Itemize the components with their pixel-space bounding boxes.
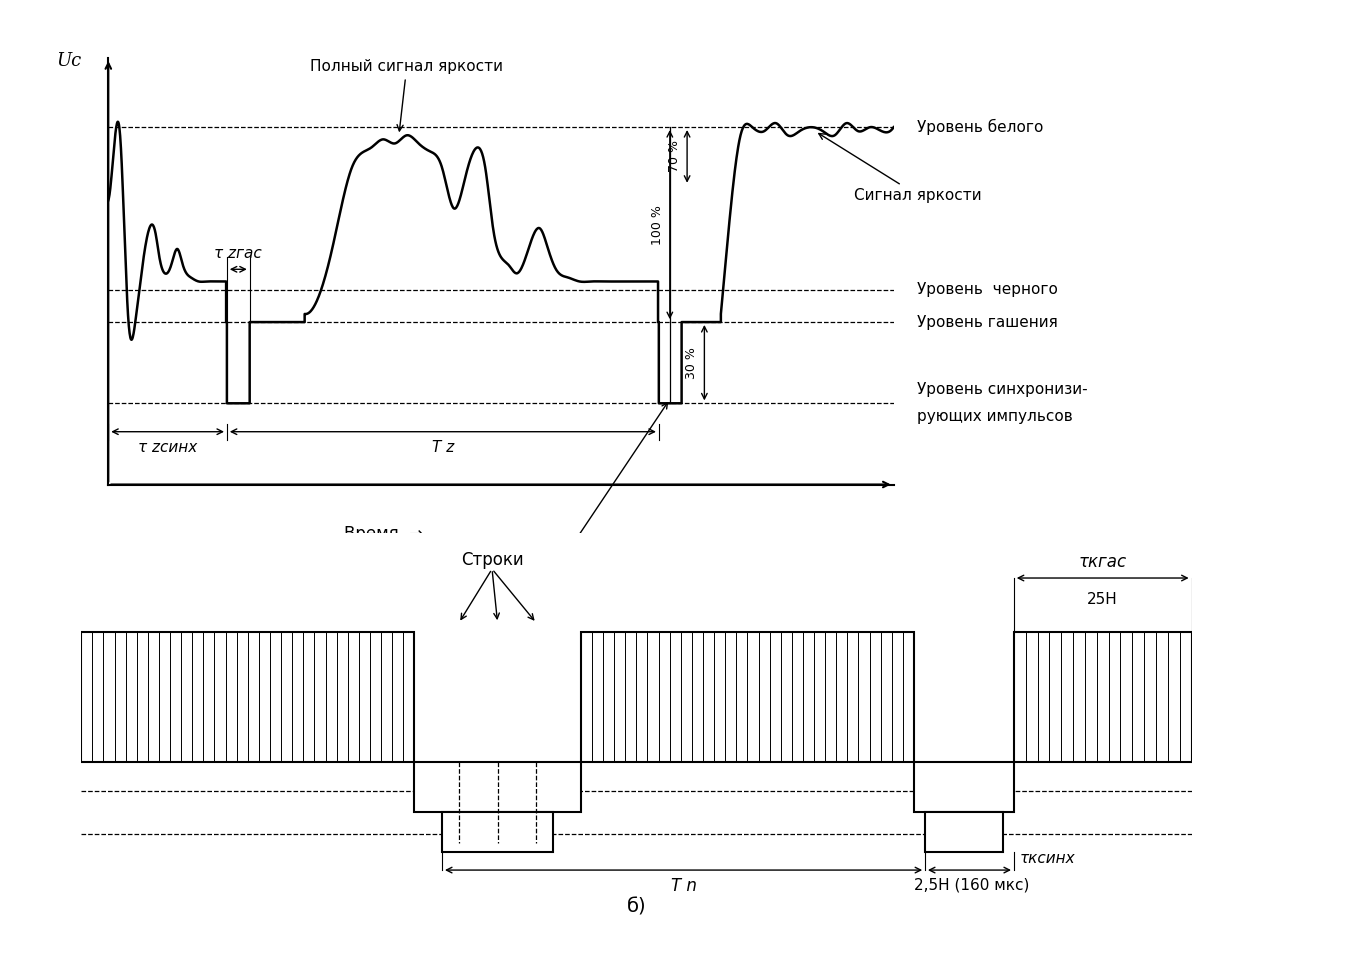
- Text: 2,5H (160 мкс): 2,5H (160 мкс): [914, 877, 1029, 892]
- Bar: [581, 632, 914, 762]
- Text: Уровень  черного: Уровень черного: [917, 282, 1057, 297]
- Bar: [81, 632, 414, 762]
- Text: 100 %: 100 %: [650, 204, 663, 244]
- Text: Время  →: Время →: [344, 525, 422, 543]
- Text: Уровень синхронизи-: Уровень синхронизи-: [917, 382, 1087, 397]
- Text: T z: T z: [432, 440, 454, 454]
- Text: рующих импульсов: рующих импульсов: [917, 409, 1072, 424]
- Text: Сигнал синхронизации: Сигнал синхронизации: [424, 574, 611, 589]
- Text: Уровень белого: Уровень белого: [917, 119, 1044, 136]
- Bar: [441, 812, 552, 852]
- Bar: [914, 762, 1014, 812]
- Text: τ zсинх: τ zсинх: [138, 440, 196, 454]
- Bar: [925, 812, 1003, 852]
- Text: Строки: Строки: [460, 551, 524, 569]
- Text: τкгас: τкгас: [1079, 552, 1127, 571]
- Text: Полный сигнал яркости: Полный сигнал яркости: [310, 59, 504, 131]
- Text: 30 %: 30 %: [685, 347, 699, 379]
- Text: 25H: 25H: [1087, 592, 1118, 608]
- Text: τ zгас: τ zгас: [214, 246, 263, 262]
- Text: 70 %: 70 %: [668, 141, 681, 172]
- Text: Сигнал яркости: Сигнал яркости: [819, 134, 982, 203]
- Text: Uс: Uс: [57, 52, 81, 71]
- Text: τксинх: τксинх: [1020, 852, 1075, 866]
- Text: б): б): [627, 898, 646, 917]
- Text: T n: T n: [670, 877, 696, 895]
- Bar: [1014, 632, 1192, 762]
- Text: Уровень гашения: Уровень гашения: [917, 315, 1057, 329]
- Text: а): а): [295, 618, 314, 638]
- Bar: [414, 762, 581, 812]
